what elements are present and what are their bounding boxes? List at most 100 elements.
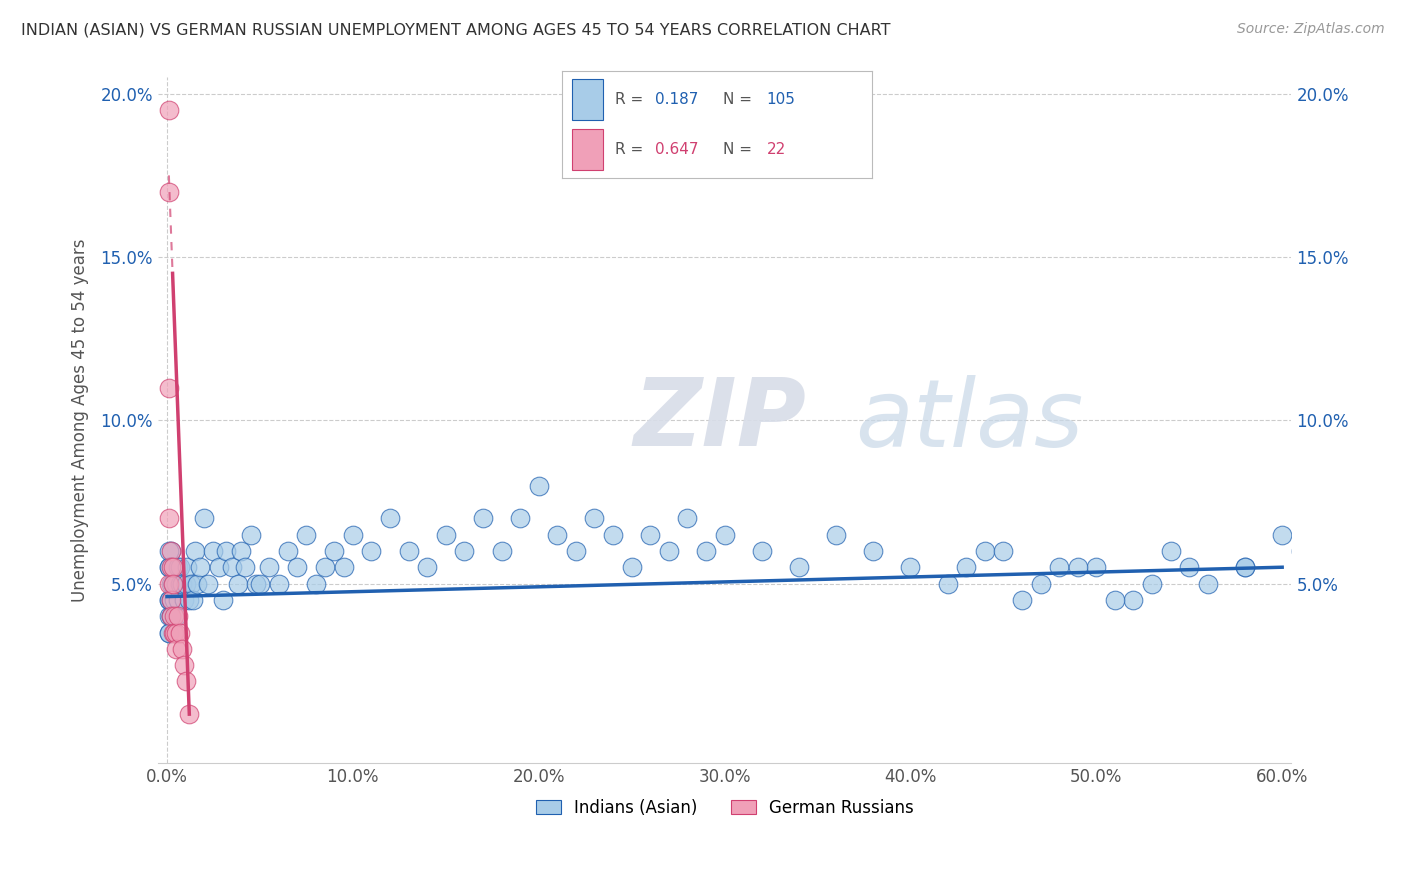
Point bbox=[173, 592, 195, 607]
Y-axis label: Unemployment Among Ages 45 to 54 years: Unemployment Among Ages 45 to 54 years bbox=[72, 238, 89, 602]
Text: Source: ZipAtlas.com: Source: ZipAtlas.com bbox=[1237, 22, 1385, 37]
Point bbox=[285, 560, 308, 574]
Legend: Indians (Asian), German Russians: Indians (Asian), German Russians bbox=[529, 792, 921, 823]
Point bbox=[305, 576, 328, 591]
Point bbox=[186, 576, 208, 591]
Point bbox=[211, 592, 233, 607]
Point bbox=[157, 185, 180, 199]
Point bbox=[162, 576, 184, 591]
Point bbox=[239, 527, 262, 541]
Point bbox=[163, 592, 186, 607]
Point bbox=[157, 592, 180, 607]
Point bbox=[167, 560, 190, 574]
Point bbox=[1233, 560, 1256, 574]
Point bbox=[162, 560, 184, 574]
Point bbox=[165, 609, 187, 624]
Point bbox=[157, 560, 180, 574]
Point bbox=[193, 511, 215, 525]
Point bbox=[157, 625, 180, 640]
Point bbox=[862, 544, 884, 558]
Point bbox=[170, 576, 193, 591]
Point bbox=[162, 576, 184, 591]
Point bbox=[181, 592, 204, 607]
Point bbox=[170, 641, 193, 656]
Point bbox=[1047, 560, 1070, 574]
Point bbox=[165, 625, 187, 640]
Point bbox=[245, 576, 267, 591]
Point bbox=[174, 576, 197, 591]
Point bbox=[157, 511, 180, 525]
Point bbox=[173, 658, 195, 673]
Point bbox=[249, 576, 271, 591]
Point bbox=[162, 576, 184, 591]
Point bbox=[162, 625, 184, 640]
Point bbox=[159, 609, 181, 624]
Point bbox=[159, 592, 181, 607]
Text: 22: 22 bbox=[766, 142, 786, 157]
Point bbox=[159, 592, 181, 607]
Point bbox=[157, 103, 180, 117]
Point bbox=[215, 544, 238, 558]
Point bbox=[179, 592, 201, 607]
Text: N =: N = bbox=[723, 142, 756, 157]
Point bbox=[208, 560, 231, 574]
Point bbox=[174, 674, 197, 689]
Text: atlas: atlas bbox=[855, 375, 1083, 466]
Point bbox=[167, 609, 190, 624]
Point bbox=[398, 544, 420, 558]
Point bbox=[169, 576, 191, 591]
Point bbox=[900, 560, 922, 574]
Point bbox=[1011, 592, 1033, 607]
Point bbox=[620, 560, 643, 574]
Point bbox=[332, 560, 354, 574]
Text: N =: N = bbox=[723, 92, 756, 107]
Point bbox=[167, 592, 190, 607]
Point bbox=[527, 478, 550, 492]
Point bbox=[955, 560, 977, 574]
Point bbox=[162, 576, 184, 591]
Point bbox=[1289, 544, 1312, 558]
Point bbox=[602, 527, 624, 541]
Point bbox=[184, 544, 207, 558]
Point bbox=[360, 544, 382, 558]
Point bbox=[546, 527, 568, 541]
Point bbox=[277, 544, 299, 558]
Point bbox=[1271, 527, 1294, 541]
Point bbox=[165, 576, 187, 591]
Point bbox=[157, 592, 180, 607]
Point bbox=[159, 544, 181, 558]
Point bbox=[491, 544, 513, 558]
Point bbox=[1067, 560, 1090, 574]
Point bbox=[1197, 576, 1219, 591]
Point bbox=[257, 560, 280, 574]
Point bbox=[1104, 592, 1126, 607]
Point bbox=[159, 576, 181, 591]
Point bbox=[231, 544, 253, 558]
Point bbox=[157, 381, 180, 395]
Point bbox=[509, 511, 531, 525]
Point bbox=[1140, 576, 1163, 591]
Point bbox=[695, 544, 717, 558]
Point bbox=[170, 576, 193, 591]
Point bbox=[378, 511, 401, 525]
Point bbox=[197, 576, 219, 591]
Point bbox=[157, 609, 180, 624]
Text: 0.187: 0.187 bbox=[655, 92, 699, 107]
Text: 0.647: 0.647 bbox=[655, 142, 699, 157]
Point bbox=[157, 560, 180, 574]
Text: 105: 105 bbox=[766, 92, 796, 107]
Point bbox=[472, 511, 495, 525]
Point bbox=[180, 576, 202, 591]
Point bbox=[157, 544, 180, 558]
Point bbox=[565, 544, 588, 558]
Point bbox=[713, 527, 735, 541]
Text: ZIP: ZIP bbox=[634, 375, 807, 467]
Point bbox=[787, 560, 810, 574]
Point bbox=[1085, 560, 1108, 574]
Point bbox=[1160, 544, 1182, 558]
Point bbox=[825, 527, 848, 541]
Point bbox=[169, 625, 191, 640]
Point bbox=[159, 592, 181, 607]
Point bbox=[323, 544, 346, 558]
Point bbox=[583, 511, 606, 525]
